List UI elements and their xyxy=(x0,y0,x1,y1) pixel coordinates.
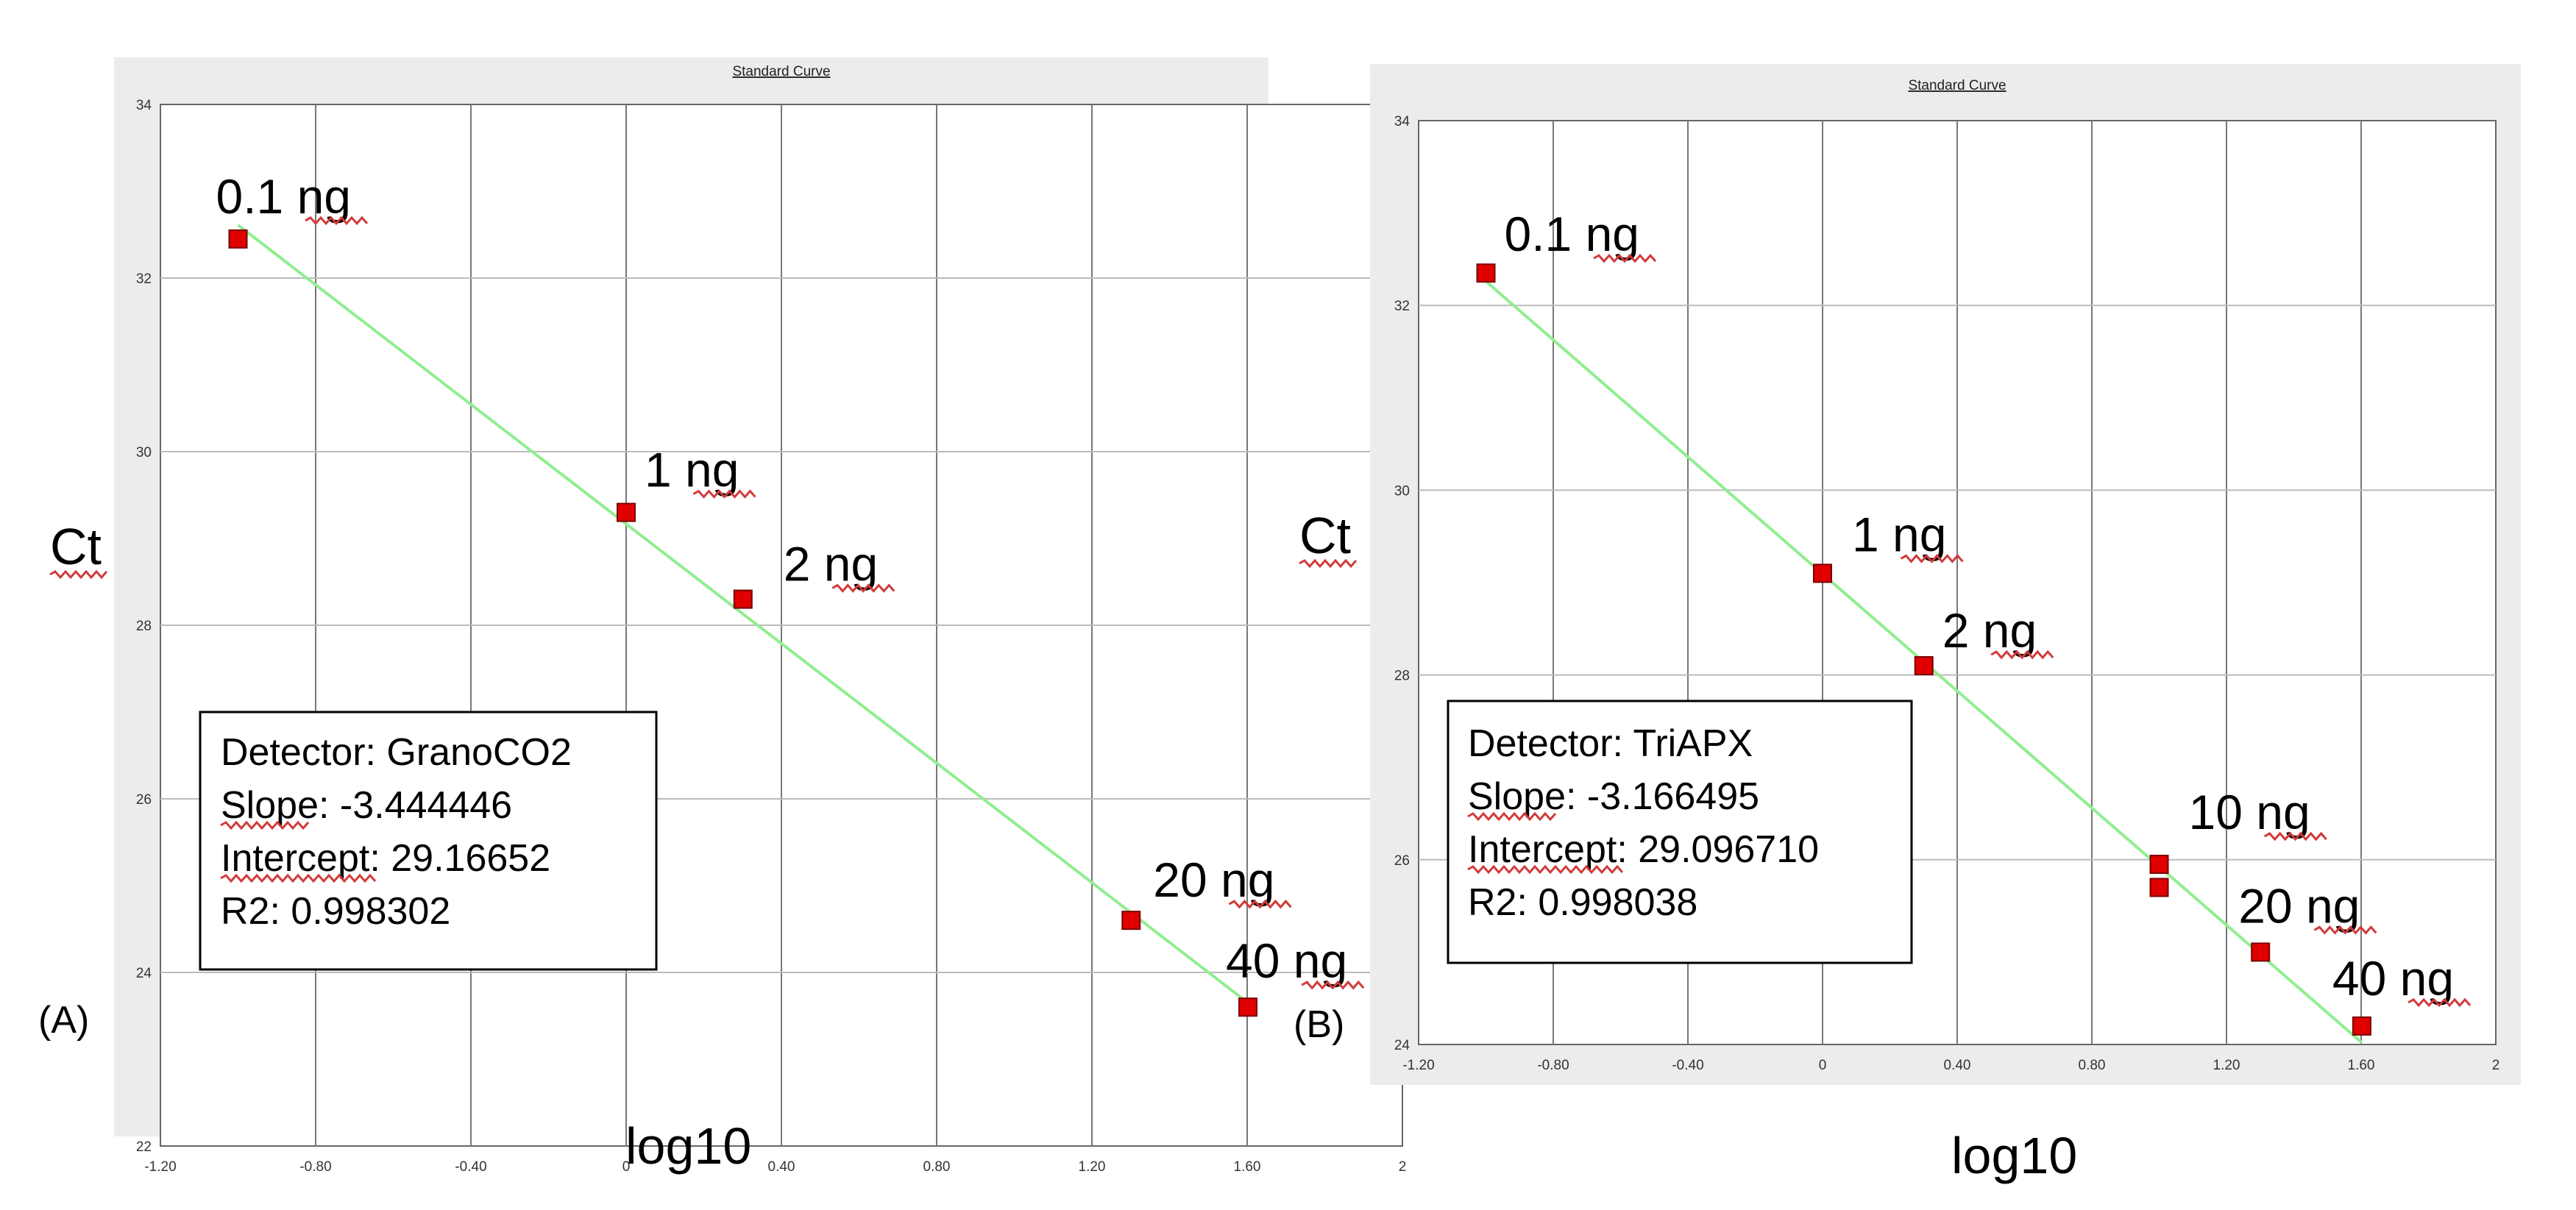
spellcheck-underline xyxy=(1900,554,1964,563)
x-tick-label: 0.40 xyxy=(768,1159,795,1175)
stats-line: Intercept: 29.16652 xyxy=(221,837,550,880)
x-tick-label: 0.80 xyxy=(923,1159,951,1175)
y-tick-label: 24 xyxy=(1394,1038,1411,1053)
data-point xyxy=(1238,997,1258,1017)
point-label: 0.1 ng xyxy=(1505,207,1640,261)
spellcheck-underline xyxy=(2313,925,2377,935)
stats-line: R2: 0.998302 xyxy=(221,890,450,933)
x-tick-label: 0 xyxy=(622,1159,631,1175)
y-tick-label: 26 xyxy=(1394,853,1410,869)
stats-box xyxy=(1447,700,1913,964)
stats-line: Slope: -3.166495 xyxy=(1468,775,1759,818)
chart-title: Standard Curve xyxy=(1908,78,2006,93)
point-label: 20 ng xyxy=(1153,853,1274,907)
x-axis-label: log10 xyxy=(1951,1127,2077,1184)
point-label: 40 ng xyxy=(1226,933,1347,988)
x-tick-label: -1.20 xyxy=(144,1159,176,1175)
y-tick-label: 34 xyxy=(1394,114,1411,129)
x-tick-label: -0.40 xyxy=(455,1159,486,1175)
data-point xyxy=(2251,942,2271,962)
spellcheck-underline xyxy=(831,583,895,593)
spellcheck-underline xyxy=(2408,997,2472,1008)
regression-line xyxy=(237,224,1249,1004)
x-tick-label: -0.80 xyxy=(1537,1058,1569,1073)
chart-panel-a: Standard Curve -1.20 -0.80 -0.40 0 0.40 0.80 1.… xyxy=(38,57,1406,1175)
data-point xyxy=(2149,878,2169,897)
spellcheck-underline xyxy=(1299,558,1358,569)
x-tick-label: 0.40 xyxy=(1944,1058,1971,1073)
x-tick-label: 1.20 xyxy=(1079,1159,1106,1175)
x-tick-label: -0.80 xyxy=(299,1159,331,1175)
x-tick-label: 2 xyxy=(2492,1058,2500,1073)
point-label: 2 ng xyxy=(1942,603,2037,658)
point-label: 40 ng xyxy=(2332,951,2454,1006)
spellcheck-underline xyxy=(1467,811,1557,822)
spellcheck-underline xyxy=(1593,253,1657,263)
panel-label: (A) xyxy=(38,999,89,1042)
panel-label: (B) xyxy=(1294,1003,1344,1046)
stats-box xyxy=(199,711,658,971)
spellcheck-underline xyxy=(692,489,756,499)
data-point xyxy=(2352,1016,2371,1036)
data-point xyxy=(1121,911,1141,930)
stats-line: Detector: GranoCO2 xyxy=(221,731,572,774)
stats-line: R2: 0.998038 xyxy=(1468,881,1697,924)
y-tick-label: 34 xyxy=(136,98,152,113)
y-tick-label: 30 xyxy=(1394,483,1410,499)
data-point xyxy=(1914,656,1934,676)
x-tick-label: 0.80 xyxy=(2079,1058,2106,1073)
chart-panel-b: Standard Curve -1.20 -0.80 -0.40 0 0.40 0.80 1.… xyxy=(1294,64,2521,1184)
point-label: 20 ng xyxy=(2238,878,2360,933)
point-label: 0.1 ng xyxy=(216,169,352,224)
point-label: 2 ng xyxy=(784,537,878,591)
x-axis-label: log10 xyxy=(625,1117,751,1175)
x-tick-label: 1.60 xyxy=(2348,1058,2375,1073)
spellcheck-underline xyxy=(1301,980,1365,990)
y-tick-label: 30 xyxy=(136,445,152,460)
spellcheck-underline xyxy=(49,569,108,580)
x-tick-label: -1.20 xyxy=(1402,1058,1434,1073)
spellcheck-underline xyxy=(220,820,310,830)
spellcheck-underline xyxy=(220,873,377,883)
point-label: 10 ng xyxy=(2189,785,2310,839)
data-point xyxy=(1813,563,1832,583)
y-tick-label: 32 xyxy=(1394,299,1410,314)
y-tick-label: 22 xyxy=(136,1139,152,1155)
x-tick-label: -0.40 xyxy=(1672,1058,1703,1073)
spellcheck-underline xyxy=(305,216,369,226)
spellcheck-underline xyxy=(1467,864,1624,875)
y-tick-label: 24 xyxy=(136,966,152,981)
data-point xyxy=(733,589,753,609)
x-tick-label: 1.20 xyxy=(2213,1058,2240,1073)
data-point xyxy=(228,229,248,249)
spellcheck-underline xyxy=(2263,831,2327,841)
x-tick-label: 2 xyxy=(1399,1159,1407,1175)
y-axis-label: Ct xyxy=(50,518,102,575)
point-label: 1 ng xyxy=(1852,507,1946,561)
x-tick-label: 1.60 xyxy=(1234,1159,1261,1175)
y-tick-label: 26 xyxy=(136,792,152,808)
spellcheck-underline xyxy=(1228,899,1292,909)
stats-line: Slope: -3.444446 xyxy=(221,784,512,827)
y-tick-label: 32 xyxy=(136,271,152,287)
stats-line: Detector: TriAPX xyxy=(1468,722,1753,765)
data-point xyxy=(1476,263,1496,283)
spellcheck-underline xyxy=(1990,650,2054,660)
y-axis-label: Ct xyxy=(1299,507,1351,564)
point-label: 1 ng xyxy=(645,443,739,497)
y-tick-label: 28 xyxy=(1394,669,1410,684)
stats-line: Intercept: 29.096710 xyxy=(1468,828,1819,871)
y-tick-label: 28 xyxy=(136,619,152,634)
chart-title: Standard Curve xyxy=(732,64,830,79)
data-point xyxy=(617,502,636,522)
data-point xyxy=(2149,855,2169,875)
x-tick-label: 0 xyxy=(1819,1058,1827,1073)
